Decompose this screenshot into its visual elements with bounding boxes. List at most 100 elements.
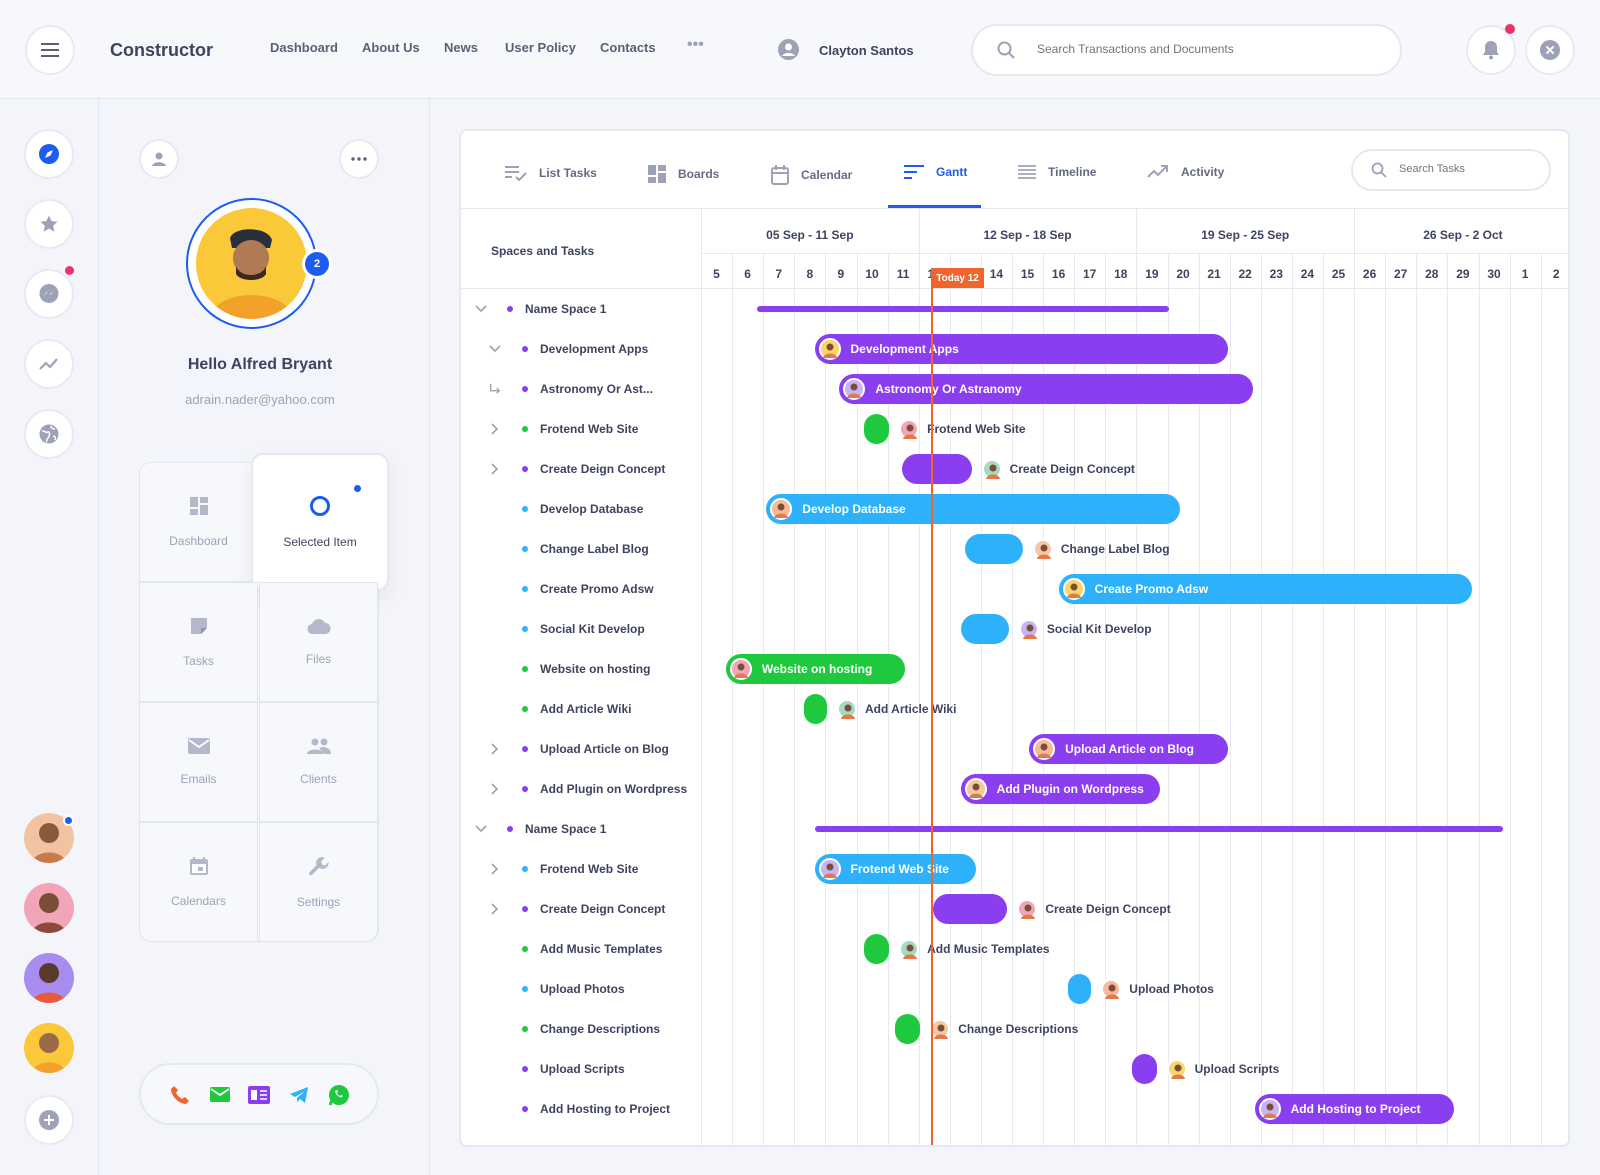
search-box[interactable] [971,24,1402,76]
task-row[interactable]: Create Deign Concept [461,889,701,929]
namespace-row[interactable]: Name Space 1 [461,289,701,329]
grid-line [1323,253,1324,1145]
tab-list-tasks[interactable]: List Tasks [505,165,597,181]
task-bar[interactable] [864,934,890,964]
add-contact-button[interactable] [24,1095,74,1145]
task-bar[interactable]: Create Promo Adsw [1058,574,1473,604]
task-row[interactable]: Website on hosting [461,649,701,689]
nav-dashboard[interactable]: Dashboard [270,40,338,55]
task-row[interactable]: Change Label Blog [461,529,701,569]
task-row[interactable]: Develop Database [461,489,701,529]
chevron-right-icon[interactable] [489,743,501,755]
task-bar-caption: Add Music Templates [899,939,1050,959]
tile-calendars[interactable]: Calendars [139,822,258,942]
task-row[interactable]: Create Deign Concept [461,449,701,489]
assignee-avatar [1018,619,1039,639]
profile-more-button[interactable] [339,139,379,179]
chevron-right-icon[interactable] [489,423,501,435]
task-search-input[interactable] [1399,163,1539,175]
subtask-arrow-icon[interactable] [489,383,501,395]
task-bar[interactable] [1067,974,1092,1004]
whatsapp-icon[interactable] [328,1084,350,1106]
task-row[interactable]: Development Apps [461,329,701,369]
task-bar[interactable]: Astronomy Or Astranomy [839,374,1254,404]
phone-icon[interactable] [170,1085,190,1105]
rail-globe[interactable] [24,409,74,459]
close-button[interactable] [1525,25,1575,75]
tab-boards[interactable]: Boards [648,165,719,183]
task-row[interactable]: Upload Scripts [461,1049,701,1089]
task-bar[interactable] [960,614,1009,644]
task-row[interactable]: Create Promo Adsw [461,569,701,609]
email-icon[interactable] [210,1087,230,1102]
tile-tasks[interactable]: Tasks [139,582,258,702]
chevron-right-icon[interactable] [489,463,501,475]
profile-button[interactable] [139,139,179,179]
task-search-box[interactable] [1351,149,1551,191]
task-bar[interactable]: Upload Article on Blog [1029,734,1229,764]
tile-emails[interactable]: Emails [139,702,258,822]
more-icon[interactable]: ••• [687,36,704,53]
chevron-down-icon[interactable] [489,343,501,355]
task-row[interactable]: Add Plugin on Wordpress [461,769,701,809]
contact-avatar-3[interactable] [24,953,74,1003]
search-input[interactable] [1037,42,1377,56]
tab-calendar[interactable]: Calendar [771,165,852,185]
news-icon[interactable] [248,1086,270,1104]
task-row[interactable]: Add Music Templates [461,929,701,969]
task-bar[interactable]: Frotend Web Site [814,854,977,884]
task-row[interactable]: Astronomy Or Ast... [461,369,701,409]
task-bar[interactable] [965,534,1023,564]
rail-favorites[interactable] [24,199,74,249]
tile-settings[interactable]: Settings [259,822,378,942]
task-bar[interactable] [895,1014,921,1044]
user-icon[interactable] [778,39,799,60]
tile-selected-item[interactable]: Selected Item [251,453,389,591]
rail-explore[interactable] [24,129,74,179]
task-row[interactable]: Upload Photos [461,969,701,1009]
nav-user-policy[interactable]: User Policy [505,40,576,55]
task-bar[interactable] [932,894,1008,924]
tab-gantt[interactable]: Gantt [904,165,967,179]
contact-avatar-4[interactable] [24,1023,74,1073]
assignee-avatar [899,419,920,439]
task-bar[interactable] [1131,1054,1157,1084]
profile-avatar[interactable] [196,208,307,319]
task-row[interactable]: Add Article Wiki [461,689,701,729]
chevron-right-icon[interactable] [489,863,501,875]
task-row[interactable]: Frotend Web Site [461,409,701,449]
task-bar[interactable] [901,454,972,484]
chevron-right-icon[interactable] [489,903,501,915]
tab-timeline[interactable]: Timeline [1018,165,1096,179]
task-bar[interactable]: Add Plugin on Wordpress [960,774,1160,804]
task-bar[interactable]: Add Hosting to Project [1254,1094,1454,1124]
task-bar[interactable] [803,694,827,724]
messenger-badge [65,266,74,275]
tile-files[interactable]: Files [259,582,378,702]
user-name[interactable]: Clayton Santos [819,43,914,58]
tile-dashboard[interactable]: Dashboard [139,462,258,582]
nav-about-us[interactable]: About Us [362,40,420,55]
task-row[interactable]: Upload Article on Blog [461,729,701,769]
telegram-icon[interactable] [289,1087,309,1103]
task-bar[interactable] [864,414,890,444]
tile-clients[interactable]: Clients [259,702,378,822]
chevron-right-icon[interactable] [489,783,501,795]
menu-button[interactable] [25,25,75,75]
chevron-down-icon[interactable] [475,823,487,835]
task-bar[interactable]: Development Apps [814,334,1229,364]
namespace-row[interactable]: Name Space 1 [461,809,701,849]
task-row[interactable]: Social Kit Develop [461,609,701,649]
rail-messenger[interactable] [24,269,74,319]
task-row[interactable]: Add Hosting to Project [461,1089,701,1129]
chevron-down-icon[interactable] [475,303,487,315]
contact-avatar-2[interactable] [24,883,74,933]
nav-news[interactable]: News [444,40,478,55]
task-bar[interactable]: Website on hosting [725,654,905,684]
task-row[interactable]: Frotend Web Site [461,849,701,889]
tab-activity[interactable]: Activity [1147,165,1224,179]
task-bar[interactable]: Develop Database [766,494,1180,524]
rail-analytics[interactable] [24,339,74,389]
task-row[interactable]: Change Descriptions [461,1009,701,1049]
nav-contacts[interactable]: Contacts [600,40,656,55]
